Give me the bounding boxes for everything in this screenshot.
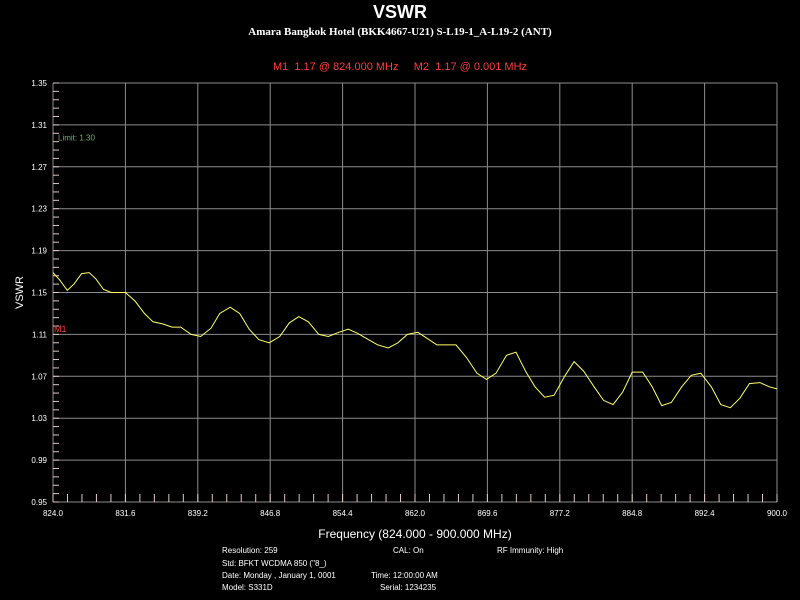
chart-subtitle: Amara Bangkok Hotel (BKK4667-U21) S-L19-… xyxy=(248,26,552,38)
cal-info: CAL: On xyxy=(393,546,424,555)
x-tick-label: 854.4 xyxy=(333,509,354,518)
y-tick-label: 0.99 xyxy=(31,456,47,465)
model-info: Model: S331D xyxy=(222,583,273,592)
y-tick-label: 0.95 xyxy=(31,498,47,507)
y-tick-label: 1.35 xyxy=(31,79,47,88)
serial-info: Serial: 1234235 xyxy=(380,583,437,592)
x-tick-label: 884.8 xyxy=(622,509,643,518)
vswr-trace xyxy=(52,272,778,409)
x-tick-label: 862.0 xyxy=(405,509,426,518)
y-tick-label: 1.15 xyxy=(31,289,47,298)
standard-info: Std: BFKT WCDMA 850 ("8_) xyxy=(222,559,327,568)
x-tick-label: 869.6 xyxy=(477,509,498,518)
y-tick-label: 1.23 xyxy=(31,205,47,214)
plot-layer xyxy=(52,272,778,409)
chart-title: VSWR xyxy=(373,2,427,22)
rf-immunity-info: RF Immunity: High xyxy=(497,546,564,555)
y-axis-title: VSWR xyxy=(14,276,26,309)
x-tick-label: 900.0 xyxy=(767,509,788,518)
x-tick-label: 892.4 xyxy=(695,509,716,518)
y-tick-label: 1.19 xyxy=(31,247,47,256)
limit-label: Limit: 1.30 xyxy=(58,133,95,142)
x-tick-label: 839.2 xyxy=(188,509,209,518)
marker-readout: M1 1.17 @ 824.000 MHz M2 1.17 @ 0.001 MH… xyxy=(272,61,528,73)
y-tick-label: 1.11 xyxy=(32,330,48,339)
axis-label-layer: 824.0 831.6 839.2 846.8 854.4 862.0 869.6 877.2… xyxy=(14,79,788,541)
x-tick-label: 877.2 xyxy=(550,509,571,518)
x-tick-label: 846.8 xyxy=(260,509,281,518)
y-tick-label: 1.31 xyxy=(31,121,47,130)
resolution-info: Resolution: 259 xyxy=(222,546,278,555)
grid-layer xyxy=(52,82,778,503)
tick-layer xyxy=(52,82,778,503)
date-info: Date: Monday , January 1, 0001 xyxy=(222,571,336,580)
time-info: Time: 12:00:00 AM xyxy=(371,571,438,580)
marker-m1-label: M1 xyxy=(54,324,67,334)
y-tick-label: 1.03 xyxy=(31,414,47,423)
x-axis-title: Frequency (824.000 - 900.000 MHz) xyxy=(318,527,511,541)
y-tick-label: 1.07 xyxy=(31,372,47,381)
x-tick-label: 831.6 xyxy=(115,509,136,518)
x-tick-label: 824.0 xyxy=(43,509,64,518)
y-tick-label: 1.27 xyxy=(31,163,47,172)
